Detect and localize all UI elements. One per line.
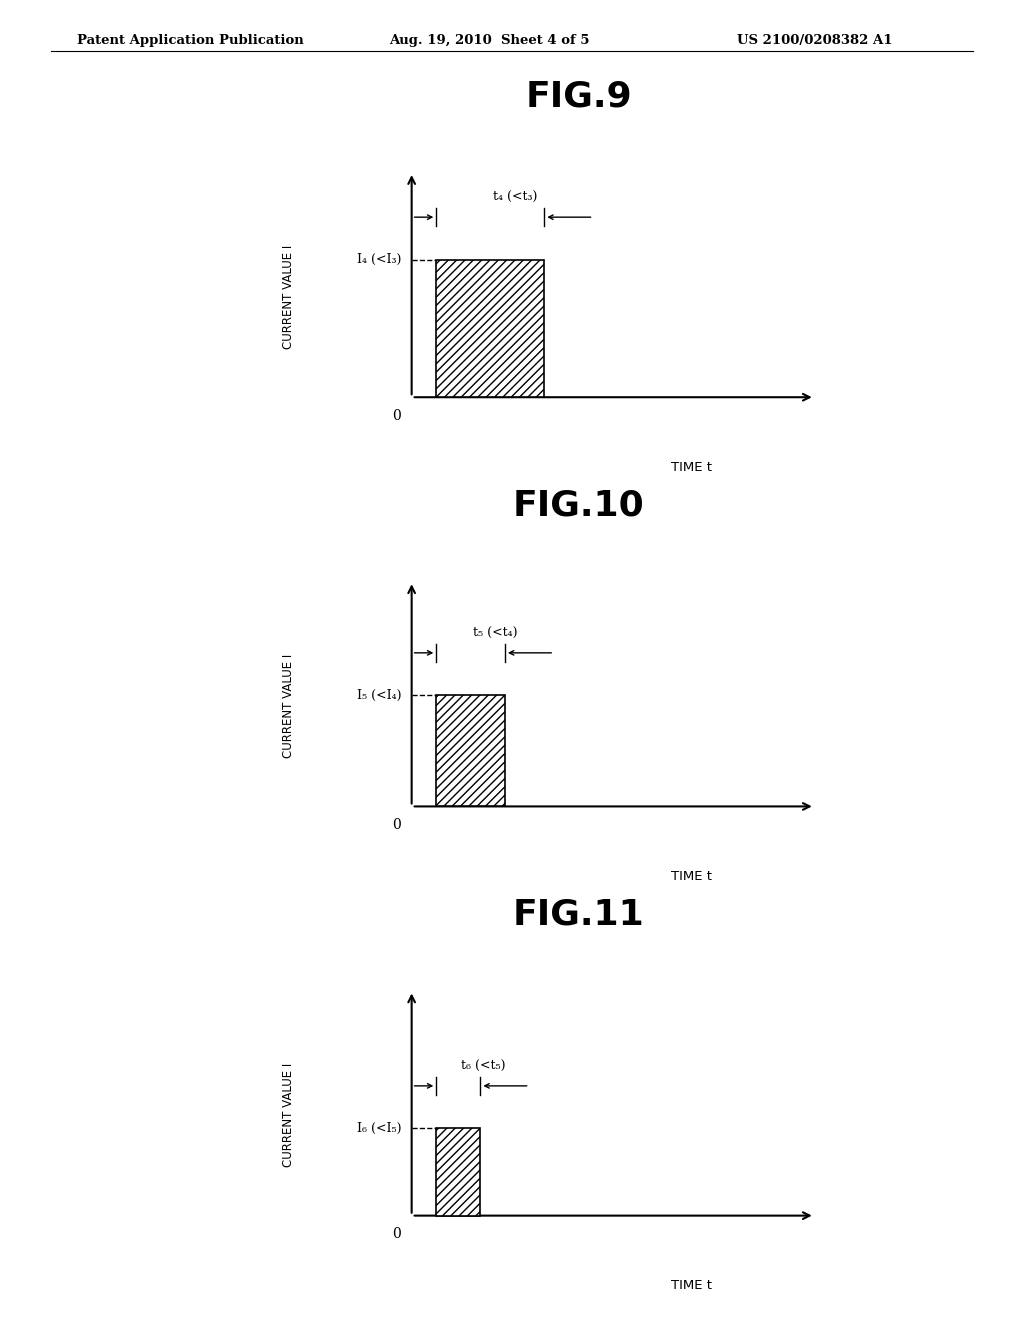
Bar bbox=[436, 1129, 480, 1216]
Text: Aug. 19, 2010  Sheet 4 of 5: Aug. 19, 2010 Sheet 4 of 5 bbox=[389, 34, 590, 48]
Text: TIME t: TIME t bbox=[672, 870, 713, 883]
Text: TIME t: TIME t bbox=[672, 461, 713, 474]
Text: CURRENT VALUE I: CURRENT VALUE I bbox=[283, 244, 295, 348]
Bar bbox=[436, 696, 505, 807]
Text: I₄ (<I₃): I₄ (<I₃) bbox=[357, 253, 401, 267]
Text: t₅ (<t₄): t₅ (<t₄) bbox=[473, 627, 517, 640]
Text: 0: 0 bbox=[392, 818, 401, 832]
Text: 0: 0 bbox=[392, 1228, 401, 1241]
Text: I₆ (<I₅): I₆ (<I₅) bbox=[357, 1122, 401, 1135]
Text: I₅ (<I₄): I₅ (<I₄) bbox=[357, 689, 401, 702]
Text: FIG.10: FIG.10 bbox=[513, 488, 644, 523]
Text: 0: 0 bbox=[392, 409, 401, 422]
Text: US 2100/0208382 A1: US 2100/0208382 A1 bbox=[737, 34, 893, 48]
Text: t₆ (<t₅): t₆ (<t₅) bbox=[461, 1060, 505, 1073]
Text: Patent Application Publication: Patent Application Publication bbox=[77, 34, 303, 48]
Text: FIG.9: FIG.9 bbox=[525, 79, 632, 114]
Text: CURRENT VALUE I: CURRENT VALUE I bbox=[283, 653, 295, 758]
Text: t₄ (<t₃): t₄ (<t₃) bbox=[493, 191, 537, 203]
Text: CURRENT VALUE I: CURRENT VALUE I bbox=[283, 1063, 295, 1167]
Text: FIG.11: FIG.11 bbox=[513, 898, 644, 932]
Text: TIME t: TIME t bbox=[672, 1279, 713, 1292]
Bar bbox=[436, 260, 545, 397]
